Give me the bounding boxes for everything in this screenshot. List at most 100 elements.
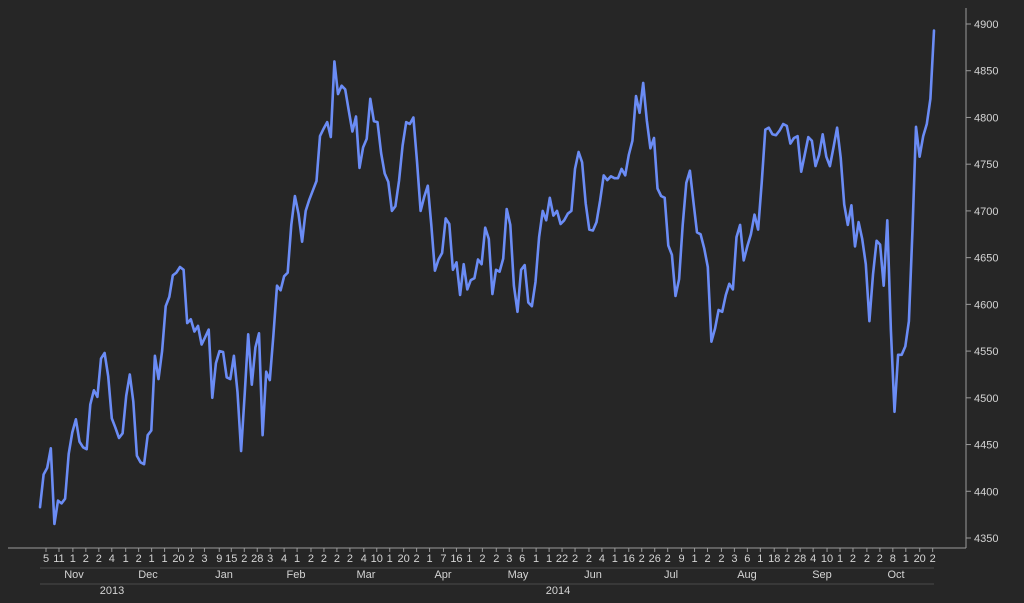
x-day-tick-label: 3: [267, 553, 273, 565]
y-tick-label: 4800: [974, 112, 998, 124]
x-year-label: 2013: [100, 585, 124, 597]
y-tick-label: 4850: [974, 66, 998, 78]
x-day-tick-label: 26: [649, 553, 661, 565]
x-day-tick-label: 9: [216, 553, 222, 565]
y-tick-label: 4450: [974, 440, 998, 452]
x-day-tick-label: 4: [109, 553, 115, 565]
x-day-tick-label: 1: [757, 553, 763, 565]
x-day-tick-label: 2: [930, 553, 936, 565]
y-tick-label: 4500: [974, 393, 998, 405]
x-day-tick-label: 16: [623, 553, 635, 565]
x-day-tick-label: 20: [914, 553, 926, 565]
x-day-tick-label: 3: [201, 553, 207, 565]
x-day-tick-label: 1: [612, 553, 618, 565]
x-day-tick-label: 2: [665, 553, 671, 565]
x-day-tick-label: 22: [556, 553, 568, 565]
x-month-label: Oct: [887, 569, 904, 581]
x-day-tick-label: 10: [371, 553, 383, 565]
x-day-tick-label: 2: [718, 553, 724, 565]
x-day-tick-label: 20: [398, 553, 410, 565]
x-day-tick-label: 2: [414, 553, 420, 565]
x-day-tick-label: 2: [96, 553, 102, 565]
x-axis: 5 11 1 2 2 4 1 2 1 1 20 2 3 9 15 2 28 3 4 1 2 2 2 2 4 10 1 20 2 1 7 16 1…: [8, 547, 966, 597]
x-day-tick-label: 1: [294, 553, 300, 565]
x-day-tick-label: 1: [903, 553, 909, 565]
x-month-label: Aug: [737, 569, 757, 581]
x-day-tick-label: 2: [241, 553, 247, 565]
x-day-tick-label: 2: [308, 553, 314, 565]
y-tick-label: 4700: [974, 206, 998, 218]
x-day-tick-label: 2: [188, 553, 194, 565]
x-day-tick-label: 7: [440, 553, 446, 565]
y-tick-label: 4600: [974, 299, 998, 311]
y-tick-label: 4650: [974, 253, 998, 265]
x-day-tick-label: 2: [136, 553, 142, 565]
x-day-tick-label: 1: [466, 553, 472, 565]
x-day-tick-label: 2: [321, 553, 327, 565]
x-month-label: Mar: [357, 569, 376, 581]
x-day-tick-label: 2: [83, 553, 89, 565]
x-day-tick-label: 1: [427, 553, 433, 565]
x-day-tick-label: 28: [251, 553, 263, 565]
x-day-tick-label: 8: [890, 553, 896, 565]
x-day-tick-label: 4: [281, 553, 287, 565]
x-day-tick-label: 16: [450, 553, 462, 565]
x-day-tick-label: 2: [479, 553, 485, 565]
x-day-tick-label: 1: [387, 553, 393, 565]
x-month-label: Jan: [215, 569, 233, 581]
x-day-tick-label: 1: [837, 553, 843, 565]
x-year-label: 2014: [546, 585, 570, 597]
x-day-tick-label: 1: [546, 553, 552, 565]
x-month-label: Jun: [584, 569, 602, 581]
x-month-label: Apr: [434, 569, 451, 581]
x-day-tick-label: 2: [493, 553, 499, 565]
x-day-tick-label: 2: [850, 553, 856, 565]
y-tick-label: 4900: [974, 19, 998, 31]
x-day-tick-label: 1: [70, 553, 76, 565]
x-day-tick-label: 6: [519, 553, 525, 565]
x-day-tick-label: 1: [162, 553, 168, 565]
x-day-tick-label: 1: [123, 553, 129, 565]
x-day-tick-label: 15: [225, 553, 237, 565]
y-tick-label: 4550: [974, 346, 998, 358]
x-month-label: Sep: [812, 569, 832, 581]
x-day-tick-label: 2: [877, 553, 883, 565]
x-day-tick-label: 1: [691, 553, 697, 565]
x-day-tick-label: 1: [533, 553, 539, 565]
x-day-tick-label: 4: [810, 553, 816, 565]
x-month-label: Dec: [138, 569, 158, 581]
x-day-tick-label: 1: [149, 553, 155, 565]
x-day-tick-label: 5: [43, 553, 49, 565]
x-day-tick-label: 3: [506, 553, 512, 565]
x-day-tick-label: 4: [361, 553, 367, 565]
x-day-tick-label: 28: [794, 553, 806, 565]
x-month-label: Jul: [664, 569, 678, 581]
y-axis: 4350 4400 4450 4500 4550 4600 4650 4700 4750 4800…: [965, 8, 998, 548]
x-day-tick-label: 2: [572, 553, 578, 565]
x-day-tick-label: 10: [821, 553, 833, 565]
plot-area: [38, 29, 936, 526]
x-day-tick-label: 2: [347, 553, 353, 565]
x-day-tick-label: 2: [704, 553, 710, 565]
x-day-tick-label: 2: [334, 553, 340, 565]
x-day-tick-label: 11: [53, 553, 64, 565]
x-day-tick-label: 2: [586, 553, 592, 565]
y-tick-label: 4400: [974, 486, 998, 498]
x-month-label: Nov: [64, 569, 84, 581]
x-month-label: May: [508, 569, 529, 581]
y-tick-label: 4350: [974, 533, 998, 545]
series-line: [38, 29, 936, 526]
x-day-tick-label: 20: [172, 553, 184, 565]
x-day-tick-label: 3: [731, 553, 737, 565]
x-month-label: Feb: [287, 569, 306, 581]
x-day-tick-label: 9: [679, 553, 685, 565]
x-day-tick-label: 2: [864, 553, 870, 565]
x-day-tick-label: 2: [784, 553, 790, 565]
x-day-tick-label: 6: [744, 553, 750, 565]
x-day-tick-label: 18: [768, 553, 780, 565]
x-day-tick-label: 4: [599, 553, 605, 565]
x-day-tick-label: 2: [639, 553, 645, 565]
y-tick-label: 4750: [974, 159, 998, 171]
